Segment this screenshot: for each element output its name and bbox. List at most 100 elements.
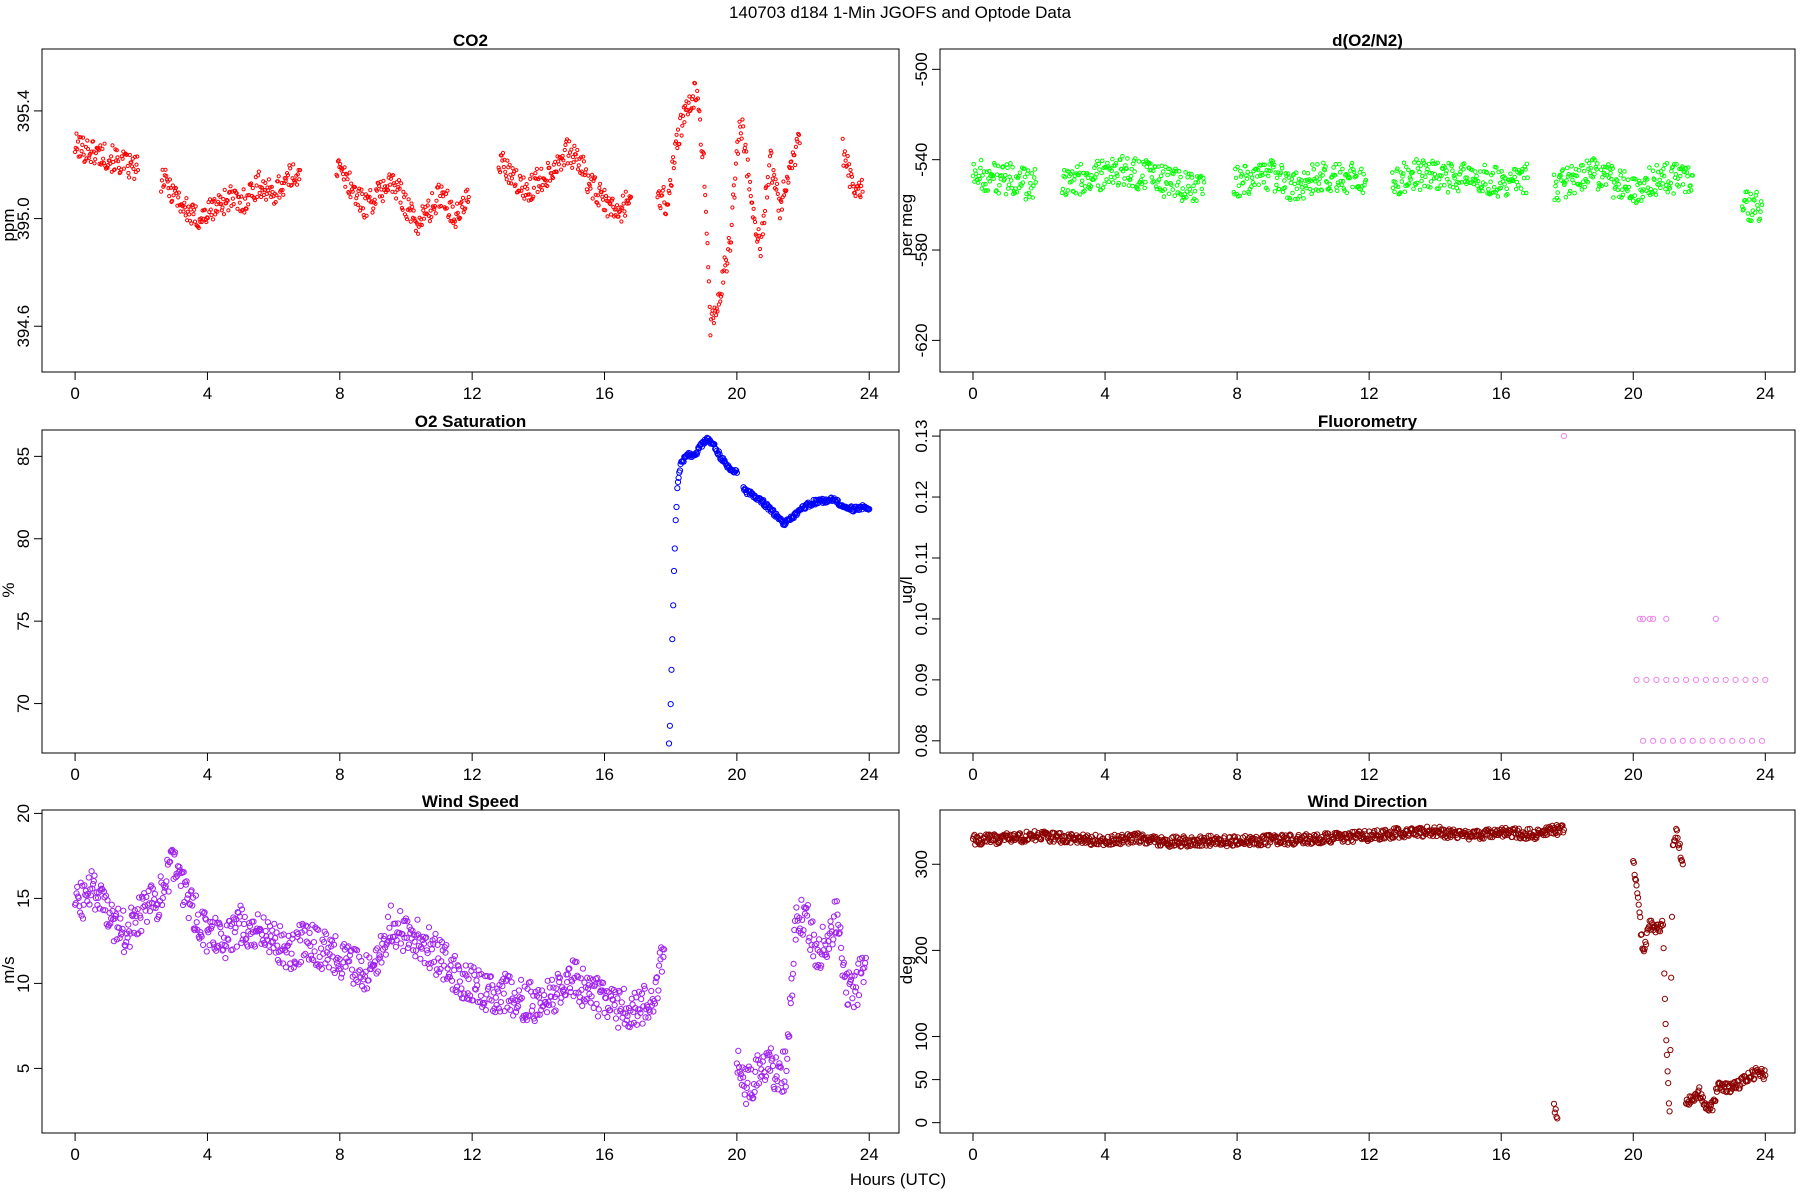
data-point bbox=[85, 146, 91, 152]
data-point bbox=[1636, 178, 1642, 184]
data-point bbox=[1443, 171, 1449, 176]
data-point bbox=[1333, 161, 1339, 167]
data-point bbox=[977, 176, 982, 182]
data-point bbox=[1581, 168, 1587, 174]
data-point bbox=[1129, 836, 1136, 843]
data-point bbox=[236, 920, 243, 927]
data-point bbox=[737, 1075, 744, 1082]
data-point bbox=[1755, 203, 1760, 208]
data-point bbox=[1523, 190, 1529, 196]
data-point bbox=[1422, 183, 1427, 189]
data-point bbox=[244, 943, 251, 950]
y-tick-label: 100 bbox=[912, 1022, 931, 1050]
data-point bbox=[727, 240, 732, 245]
data-point bbox=[537, 175, 542, 180]
data-point bbox=[219, 947, 226, 954]
data-point bbox=[466, 992, 474, 999]
data-point bbox=[132, 176, 137, 181]
data-point bbox=[336, 158, 341, 163]
data-point bbox=[300, 952, 307, 959]
data-point bbox=[1029, 171, 1035, 176]
data-point bbox=[294, 182, 300, 187]
data-point bbox=[421, 960, 428, 967]
data-point bbox=[706, 279, 712, 284]
data-point bbox=[496, 165, 501, 170]
data-point bbox=[1305, 170, 1311, 176]
data-point bbox=[1408, 177, 1413, 182]
data-point bbox=[733, 161, 739, 166]
data-point bbox=[276, 174, 281, 179]
data-point bbox=[256, 173, 261, 178]
data-point bbox=[543, 1009, 551, 1016]
data-point bbox=[784, 1055, 791, 1062]
data-point bbox=[271, 920, 278, 927]
data-point bbox=[1522, 164, 1527, 169]
data-point bbox=[1272, 189, 1278, 194]
data-point bbox=[1661, 995, 1669, 1003]
data-point bbox=[444, 191, 449, 196]
data-point bbox=[338, 161, 343, 167]
data-point bbox=[338, 970, 346, 977]
x-tick-label: 20 bbox=[1624, 1145, 1643, 1164]
data-point bbox=[1668, 913, 1676, 920]
data-point bbox=[1033, 180, 1038, 185]
data-point bbox=[1103, 165, 1109, 170]
data-point bbox=[358, 205, 363, 210]
data-point bbox=[1176, 168, 1182, 174]
data-point bbox=[217, 924, 224, 931]
data-point bbox=[1674, 162, 1679, 167]
data-point bbox=[515, 987, 523, 994]
data-point bbox=[115, 924, 123, 932]
data-point bbox=[1000, 164, 1006, 169]
data-point bbox=[85, 138, 90, 143]
data-point bbox=[291, 162, 296, 167]
data-point bbox=[676, 467, 684, 474]
data-point bbox=[296, 921, 303, 929]
data-point bbox=[721, 280, 726, 285]
data-point bbox=[758, 254, 763, 259]
data-point bbox=[1741, 206, 1746, 212]
data-point bbox=[320, 950, 327, 957]
data-point bbox=[500, 990, 507, 997]
data-point bbox=[346, 958, 353, 965]
data-point bbox=[364, 213, 369, 218]
data-point bbox=[193, 204, 198, 209]
data-point bbox=[277, 195, 282, 200]
x-tick-label: 0 bbox=[968, 384, 977, 403]
data-point bbox=[316, 953, 323, 961]
data-point bbox=[405, 217, 410, 222]
data-point bbox=[1135, 187, 1141, 192]
data-point bbox=[234, 191, 239, 196]
data-point bbox=[641, 985, 648, 992]
data-point bbox=[851, 184, 856, 189]
data-point bbox=[1505, 192, 1510, 197]
data-point bbox=[1116, 180, 1122, 186]
data-point bbox=[670, 602, 677, 609]
data-point bbox=[620, 985, 628, 993]
data-point bbox=[1265, 187, 1270, 192]
data-point bbox=[1696, 1084, 1703, 1091]
data-point bbox=[1719, 737, 1726, 744]
data-point bbox=[89, 885, 96, 892]
data-point bbox=[298, 168, 303, 173]
data-point bbox=[1085, 171, 1090, 176]
data-points bbox=[970, 153, 1765, 223]
data-point bbox=[1555, 190, 1560, 195]
x-tick-label: 4 bbox=[203, 765, 212, 784]
data-point bbox=[793, 904, 800, 911]
data-point bbox=[258, 940, 265, 947]
data-point bbox=[804, 912, 811, 919]
data-point bbox=[971, 161, 977, 167]
data-point bbox=[446, 971, 453, 978]
data-point bbox=[715, 309, 720, 314]
data-point bbox=[1579, 187, 1585, 192]
data-point bbox=[1320, 173, 1325, 178]
data-point bbox=[1445, 176, 1450, 182]
data-point bbox=[1244, 176, 1250, 181]
data-point bbox=[259, 194, 264, 200]
data-point bbox=[1732, 1085, 1740, 1092]
data-point bbox=[1240, 181, 1245, 186]
data-point bbox=[184, 196, 189, 201]
data-point bbox=[837, 924, 844, 931]
